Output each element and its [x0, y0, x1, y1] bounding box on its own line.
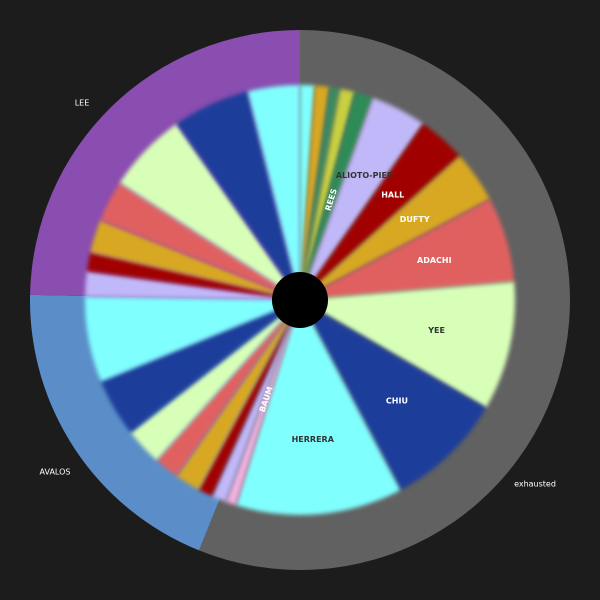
- inner-wedge: [300, 85, 315, 300]
- inner-wedge: [86, 252, 301, 300]
- inner-wedge: [300, 88, 355, 300]
- inner-wedge: [90, 220, 300, 300]
- inner-label: YEE: [427, 326, 445, 335]
- inner-label: HERRERA: [292, 435, 335, 444]
- inner-wedge: [300, 92, 373, 300]
- inner-wedge: [100, 300, 300, 433]
- inner-wedge: [85, 296, 300, 382]
- inner-wedge: [198, 300, 300, 497]
- inner-wedge: [236, 300, 401, 515]
- inner-wedge: [176, 300, 300, 490]
- inner-wedge: [300, 87, 341, 300]
- inner-label: CHIU: [386, 396, 408, 405]
- inner-label: ADACHI: [417, 256, 452, 265]
- inner-wedge: [300, 199, 515, 300]
- inner-label: ALIOTO-PIER: [336, 171, 393, 180]
- outer-label: LEE: [75, 99, 90, 108]
- inner-wedge: [300, 85, 330, 300]
- inner-wedge: [225, 300, 300, 506]
- inner-wedge: [156, 300, 300, 477]
- inner-wedge: [85, 270, 300, 300]
- inner-wedge: [300, 156, 490, 300]
- inner-wedge: [100, 182, 301, 300]
- outer-label: AVALOS: [40, 468, 71, 477]
- center-hole: [272, 272, 328, 328]
- inner-label: DUFTY: [400, 215, 430, 224]
- inner-wedge: [247, 85, 300, 300]
- inner-wedge: [300, 300, 486, 491]
- outer-label: exhausted: [514, 480, 556, 489]
- inner-label: HALL: [381, 191, 404, 200]
- inner-wedge: [300, 281, 515, 408]
- inner-wedge: [300, 97, 424, 301]
- inner-wedge: [300, 123, 460, 300]
- inner-wedge: [130, 300, 300, 461]
- inner-wedge: [119, 123, 300, 300]
- inner-wedge: [176, 91, 300, 300]
- inner-wedge: [211, 300, 300, 502]
